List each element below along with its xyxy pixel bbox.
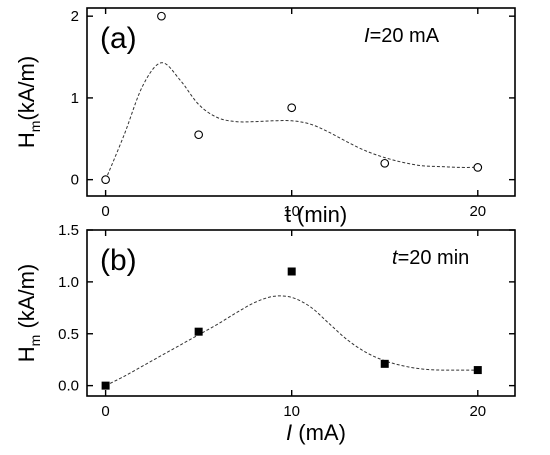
panel-a-annotation: I=20 mA [364,25,440,47]
panel-b-data-point [380,359,389,368]
panel-a-xtick-label: 10 [283,203,300,220]
panel-b-xtick-label: 0 [101,403,109,420]
panel-b-label: (b) [100,244,137,277]
panel-b-data-point [287,267,296,276]
panel-a-xlabel: t (min) [285,202,347,227]
panel-b-fit-curve [105,295,478,387]
panel-a-ylabel-unit: (kA/m) [14,56,39,121]
panel-a: (a) I=20 mA 0 10 20 0 1 2 t (min) Hm(kA/m) [14,7,516,227]
panel-b-ylabel-main: H [14,346,39,362]
panel-b-data-point [101,381,110,390]
panel-b-annotation-var: t [392,247,399,269]
panel-b-xlabel-var: I [286,420,292,445]
panel-a-data-point [194,130,204,140]
panel-a-frame [86,7,516,197]
panel-a-data-point [287,103,297,113]
panel-b-frame [86,229,516,397]
panel-b-ytick-label: 0.0 [58,378,79,395]
panel-a-data-point [101,175,110,185]
panel-b-data-point [473,366,482,375]
panel-b-ylabel-unit: (kA/m) [14,264,39,335]
panel-b-data-point [194,327,203,336]
panel-b: (b) t=20 min 0 10 20 0.0 0.5 1.0 1.5 I (mA) Hm… [14,222,516,445]
panel-a-points [101,11,483,185]
panel-b-xlabel-unit: (mA) [292,420,346,445]
panel-b-xlabel: I (mA) [286,420,346,445]
panel-b-xtick-label: 10 [283,403,300,420]
panel-a-ytick-label: 0 [71,172,79,189]
panel-b-annotation: t=20 min [392,247,469,269]
panel-a-xtick-label: 20 [469,203,486,220]
panel-a-ylabel-main: H [14,132,39,148]
panel-a-ylabel-sub: m [27,121,43,133]
panel-b-ylabel: Hm (kA/m) [14,264,43,362]
panel-a-ylabel: Hm(kA/m) [14,56,43,148]
panel-a-data-point [473,163,483,172]
panel-a-annotation-value: =20 mA [370,25,440,47]
panel-b-ytick-label: 0.5 [58,326,79,343]
panel-b-ylabel-sub: m [27,335,43,347]
panel-a-ytick-label: 1 [71,90,79,107]
panel-b-ytick-label: 1.0 [58,274,79,291]
panel-b-ticks: 0 10 20 0.0 0.5 1.0 1.5 [58,222,515,420]
panel-b-annotation-value: =20 min [398,247,470,269]
panel-a-annotation-var: I [364,25,370,47]
panel-a-ytick-label: 2 [71,8,79,25]
panel-a-label: (a) [100,22,137,55]
panel-b-ytick-label: 1.5 [58,222,79,239]
panel-b-xtick-label: 20 [469,403,486,420]
panel-a-data-point [157,11,166,21]
panel-a-ticks: 0 10 20 0 1 2 [71,8,515,220]
panel-a-xtick-label: 0 [101,203,109,220]
panel-a-data-point [380,158,390,168]
panel-b-points [101,267,482,390]
panel-a-fit-curve [105,62,478,180]
